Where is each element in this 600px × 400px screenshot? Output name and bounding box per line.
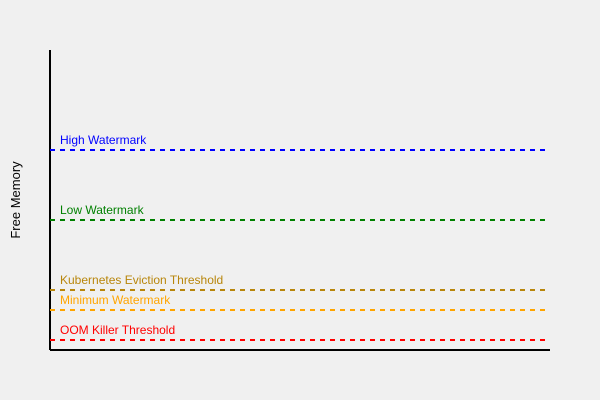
threshold-label: Low Watermark	[60, 203, 145, 217]
threshold-label: Minimum Watermark	[60, 293, 171, 307]
threshold-label: High Watermark	[60, 133, 147, 147]
y-axis-label: Free Memory	[8, 161, 23, 239]
threshold-label: OOM Killer Threshold	[60, 323, 175, 337]
threshold-label: Kubernetes Eviction Threshold	[60, 273, 223, 287]
